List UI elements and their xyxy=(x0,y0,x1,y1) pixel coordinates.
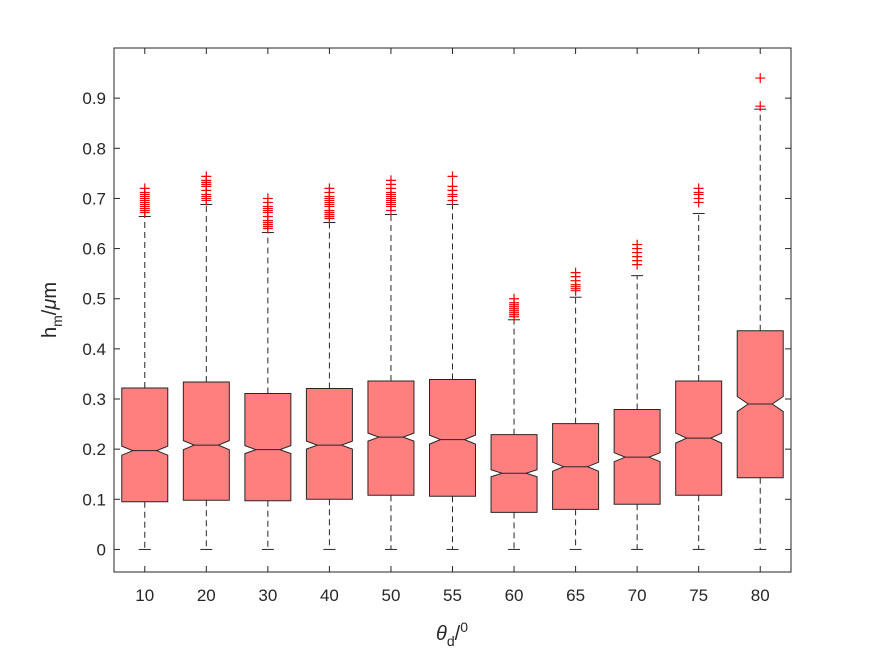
outlier-point xyxy=(632,239,643,250)
y-tick-label: 0.1 xyxy=(82,490,106,509)
box-body xyxy=(182,381,230,501)
x-tick-label: 60 xyxy=(505,586,524,605)
outlier-point xyxy=(262,193,273,204)
box-30 xyxy=(244,193,292,550)
outlier-point xyxy=(509,293,520,304)
x-tick-label: 70 xyxy=(628,586,647,605)
outlier-point xyxy=(385,175,396,186)
outlier-point xyxy=(201,171,212,182)
outlier-point xyxy=(755,73,766,84)
box-80 xyxy=(736,73,784,550)
outlier-point xyxy=(139,183,150,194)
y-tick-label: 0.9 xyxy=(82,89,106,108)
box-body xyxy=(244,392,292,502)
x-tick-label: 75 xyxy=(689,586,708,605)
x-tick-label: 80 xyxy=(751,586,770,605)
y-tick-label: 0.4 xyxy=(82,340,106,359)
y-tick-label: 0.6 xyxy=(82,240,106,259)
y-axis-label: hm/μm xyxy=(39,282,65,338)
x-tick-label: 30 xyxy=(258,586,277,605)
outlier-point xyxy=(693,183,704,194)
y-tick-label: 0.7 xyxy=(82,189,106,208)
y-tick-label: 0.5 xyxy=(82,290,106,309)
box-10 xyxy=(121,183,169,550)
box-50 xyxy=(367,175,415,550)
x-axis-label: θd/0 xyxy=(436,619,468,649)
box-65 xyxy=(552,267,600,550)
box-75 xyxy=(675,183,723,550)
x-tick-label: 20 xyxy=(197,586,216,605)
x-axis: 10 20 30 40 50 55 60 65 70 75 80 xyxy=(135,48,770,605)
x-tick-label: 40 xyxy=(320,586,339,605)
box-body xyxy=(429,378,476,497)
y-tick-label: 0.8 xyxy=(82,139,106,158)
y-axis: 0 0.1 0.2 0.3 0.4 0.5 0.6 0.7 0.8 0.9 xyxy=(82,89,791,559)
x-tick-label: 65 xyxy=(566,586,585,605)
x-tick-label: 10 xyxy=(135,586,154,605)
y-tick-label: 0 xyxy=(97,540,106,559)
box-40 xyxy=(305,183,353,550)
plot-area xyxy=(121,73,784,550)
box-55 xyxy=(429,171,476,550)
outlier-point xyxy=(570,267,581,278)
x-tick-label: 55 xyxy=(443,586,462,605)
x-tick-label: 50 xyxy=(381,586,400,605)
box-20 xyxy=(182,171,230,550)
outlier-point xyxy=(755,101,766,112)
y-tick-label: 0.2 xyxy=(82,440,106,459)
box-body xyxy=(305,387,353,500)
box-body xyxy=(121,387,169,503)
box-body xyxy=(367,380,415,496)
box-60 xyxy=(490,293,538,550)
outlier-point xyxy=(447,171,458,182)
outlier-point xyxy=(324,183,335,194)
outlier-point xyxy=(447,181,458,192)
box-70 xyxy=(613,239,661,550)
y-tick-label: 0.3 xyxy=(82,390,106,409)
